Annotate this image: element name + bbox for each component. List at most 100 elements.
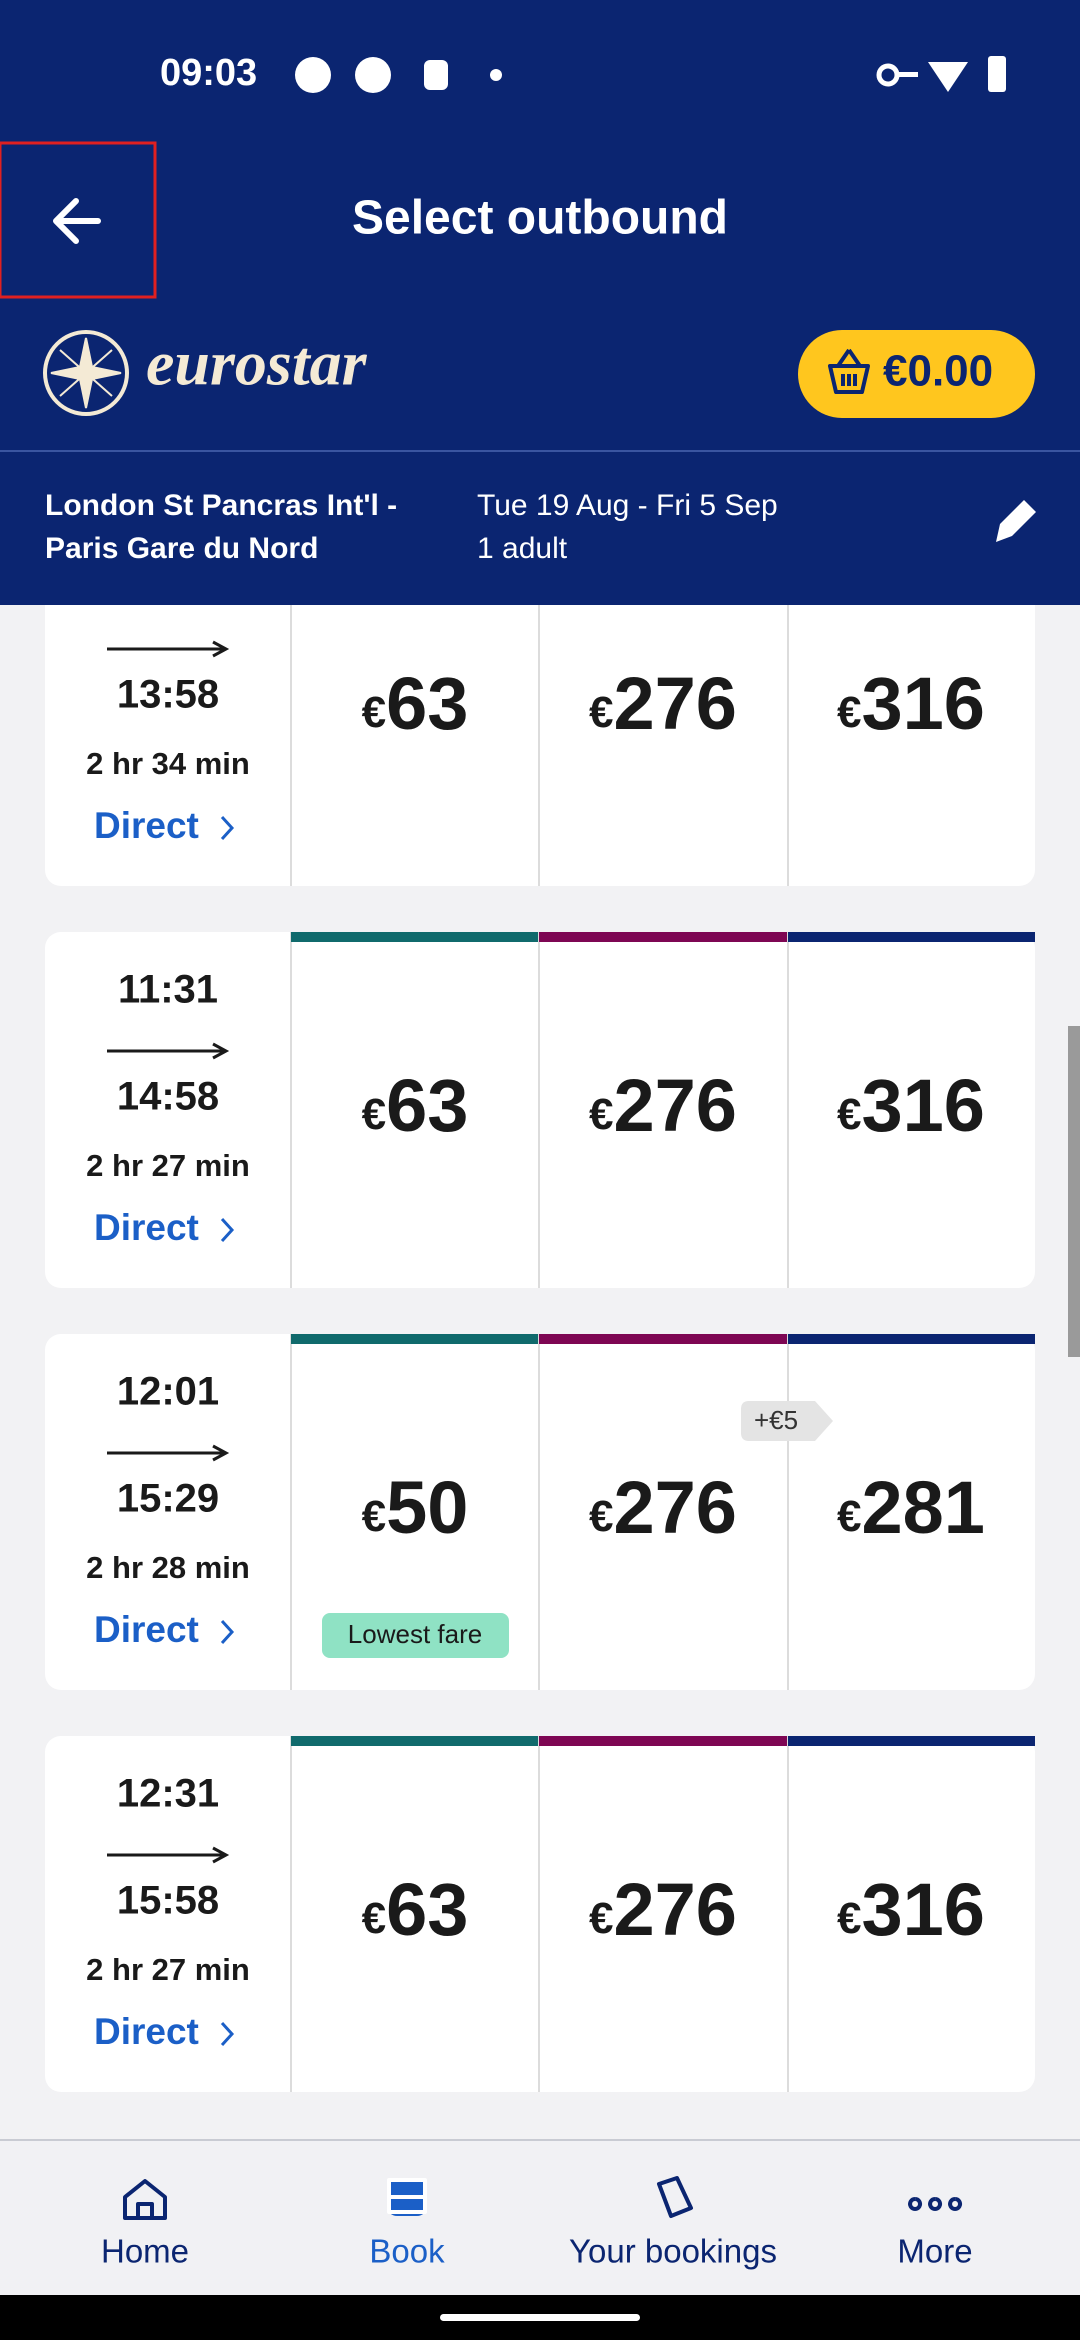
price[interactable]: €63 [362, 1868, 469, 1951]
fare-class-bar [539, 1736, 788, 1746]
amount: 276 [614, 662, 737, 745]
nav-item[interactable]: Book [369, 2178, 445, 2270]
chevron [220, 815, 235, 841]
arrive-time: 15:29 [117, 1477, 219, 1521]
status-time: 09:03 [160, 52, 257, 94]
nav-items: Home Book Your bookings More [101, 2176, 973, 2270]
route-line: London St Pancras Int'l - [45, 489, 397, 522]
duration: 2 hr 27 min [86, 1952, 250, 1987]
fare-class-bar [539, 1334, 788, 1344]
amount: 63 [386, 1868, 468, 1951]
depart-time: 10:24 [117, 566, 220, 610]
fare-class-bar [291, 932, 539, 942]
price[interactable]: €316 [837, 662, 985, 745]
price[interactable]: €50 [362, 1466, 469, 1549]
fare-class-bar [788, 932, 1035, 942]
logo-text: eurostar [146, 328, 368, 399]
duration: 2 hr 28 min [86, 1550, 250, 1585]
currency: € [362, 688, 386, 737]
nav-item[interactable]: More [897, 2197, 973, 2270]
arrow [107, 1846, 230, 1864]
amount: 63 [386, 662, 468, 745]
currency: € [589, 1492, 613, 1541]
journey-list: 10:2413:582 hr 34 minDirect€63€276€31611… [45, 530, 1035, 2092]
nav-icon [657, 2176, 693, 2218]
bottom-nav [0, 2140, 1080, 2295]
price[interactable]: €63 [362, 662, 469, 745]
price[interactable]: €63 [362, 1064, 469, 1147]
price[interactable]: €276 [589, 662, 737, 745]
arrow [107, 1042, 230, 1060]
upgrade-text: +€5 [754, 1405, 798, 1435]
fare-class-bar [788, 1736, 1035, 1746]
amount: 281 [862, 1466, 985, 1549]
price[interactable]: €276 [589, 1868, 737, 1951]
nav-icon [387, 2178, 427, 2214]
tag-background [322, 1613, 509, 1658]
amount: 276 [614, 1868, 737, 1951]
amount: 276 [614, 1064, 737, 1147]
price[interactable]: €276 [589, 1064, 737, 1147]
currency: € [362, 1894, 386, 1943]
direct-link[interactable]: Direct [94, 1207, 235, 1248]
logo: eurostar [43, 328, 368, 416]
currency: € [837, 1492, 861, 1541]
depart-time: 11:31 [118, 968, 218, 1012]
highlight-box [0, 141, 157, 299]
price[interactable]: €276 [589, 1466, 737, 1549]
nav-label: Book [369, 2233, 445, 2270]
currency: € [589, 1090, 613, 1139]
price[interactable]: €281 [837, 1466, 985, 1549]
fare-class-bar [539, 932, 788, 942]
nav-label: More [897, 2233, 972, 2270]
currency: € [362, 1492, 386, 1541]
currency: € [589, 1894, 613, 1943]
passengers: 1 adult [477, 532, 568, 565]
direct-link[interactable]: Direct [94, 805, 235, 846]
price[interactable]: €316 [837, 1868, 985, 1951]
edit-button[interactable] [996, 500, 1036, 542]
basket-button[interactable]: €0.00 [798, 330, 1035, 418]
nav-item[interactable]: Home [101, 2179, 189, 2270]
chevron [220, 2021, 235, 2047]
tag-text: Lowest fare [348, 1619, 482, 1649]
back-button[interactable] [53, 198, 101, 244]
chevron [220, 1619, 235, 1645]
nav-item[interactable]: Your bookings [569, 2176, 777, 2270]
nav-icon [123, 2179, 167, 2220]
depart-time: 12:01 [117, 1370, 219, 1414]
nav-label: Your bookings [569, 2233, 777, 2270]
depart-time: 12:31 [117, 1772, 219, 1816]
scrollbar [1068, 1026, 1080, 1357]
duration: 2 hr 34 min [86, 746, 250, 781]
price[interactable]: €316 [837, 1064, 985, 1147]
direct-label: Direct [94, 805, 199, 846]
direct-link[interactable]: Direct [94, 1609, 235, 1650]
direct-link[interactable]: Direct [94, 2011, 235, 2052]
chevron [220, 1217, 235, 1243]
fare-class-bar [291, 1334, 539, 1344]
amount: 276 [614, 1466, 737, 1549]
currency: € [837, 688, 861, 737]
direct-label: Direct [94, 2011, 199, 2052]
dates: Tue 19 Aug - Fri 5 Sep [477, 489, 778, 522]
search-summary [0, 452, 1080, 605]
home-indicator [440, 2314, 640, 2321]
amount: 63 [386, 1064, 468, 1147]
fare-class-bar [291, 1736, 539, 1746]
arrive-time: 13:58 [117, 673, 219, 717]
arrive-time: 15:58 [117, 1879, 219, 1923]
fare-class-bar [788, 1334, 1035, 1344]
route-line: Paris Gare du Nord [45, 532, 318, 565]
arrive-time: 14:58 [117, 1075, 219, 1119]
nav-label: Home [101, 2233, 189, 2270]
upgrade-badge [741, 1401, 833, 1441]
duration: 2 hr 27 min [86, 1148, 250, 1183]
currency: € [362, 1090, 386, 1139]
